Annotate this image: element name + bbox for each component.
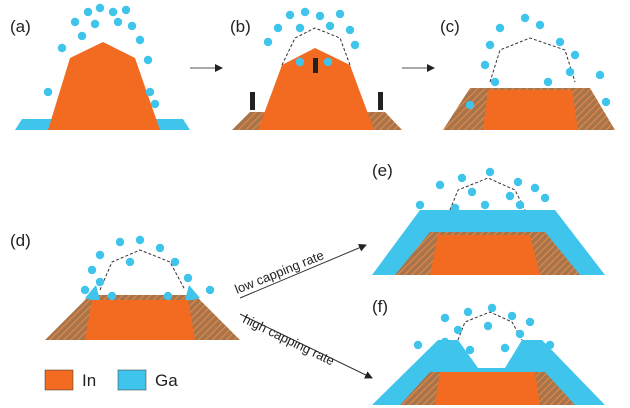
- ga-atom: [164, 292, 172, 300]
- ga-atom: [501, 344, 509, 352]
- ga-atom: [464, 308, 472, 316]
- ga-atom: [274, 24, 282, 32]
- ga-atom: [58, 44, 66, 52]
- ga-atom: [116, 238, 124, 246]
- panel-label: (a): [10, 17, 31, 36]
- ga-atom: [546, 341, 554, 349]
- ga-atom: [316, 12, 324, 20]
- ga-atom: [544, 78, 552, 86]
- ga-atom: [91, 20, 99, 28]
- ga-atom: [571, 51, 579, 59]
- ga-atom: [441, 338, 449, 346]
- ga-atom: [436, 181, 444, 189]
- panel-c: (c): [440, 17, 615, 130]
- ga-atom: [481, 61, 489, 69]
- legend-label: Ga: [155, 371, 178, 390]
- ga-atom: [108, 292, 116, 300]
- ga-atom: [146, 88, 154, 96]
- ga-atom: [122, 6, 130, 14]
- ga-atom: [88, 266, 96, 274]
- ga-atom: [491, 78, 499, 86]
- ga-atom: [496, 24, 504, 32]
- ga-atom: [171, 258, 179, 266]
- ga-atom: [296, 24, 304, 32]
- ga-atom: [136, 36, 144, 44]
- ga-atom: [286, 11, 294, 19]
- legend-label: In: [82, 371, 96, 390]
- panel-label: (b): [230, 17, 251, 36]
- ga-atom: [531, 184, 539, 192]
- ga-atom: [484, 322, 492, 330]
- ga-atom: [516, 330, 524, 338]
- ga-atom: [466, 101, 474, 109]
- panel-f: (f): [372, 297, 605, 405]
- ga-atom: [508, 312, 516, 320]
- ga-atom: [351, 41, 359, 49]
- legend: In Ga: [45, 370, 178, 390]
- ga-atom: [151, 100, 159, 108]
- panel-e: (e): [372, 161, 605, 275]
- ga-atom: [544, 216, 552, 224]
- panel-b: (b): [230, 17, 402, 130]
- ga-atom: [416, 201, 424, 209]
- ga-atom: [84, 8, 92, 16]
- arrow-label: low capping rate: [233, 247, 326, 296]
- ga-atom: [526, 318, 534, 326]
- ga-atom: [468, 188, 476, 196]
- ga-atom: [602, 98, 610, 106]
- ga-atom: [324, 58, 332, 66]
- ga-atom: [414, 341, 422, 349]
- panel-label: (f): [372, 297, 388, 316]
- ga-atom: [536, 21, 544, 29]
- ga-atom: [301, 8, 309, 16]
- ga-atom: [296, 58, 304, 66]
- ga-atom: [96, 4, 104, 12]
- panel-label: (c): [440, 17, 460, 36]
- ga-atom: [81, 286, 89, 294]
- ga-atom: [136, 236, 144, 244]
- ga-atom: [156, 244, 164, 252]
- ga-atom: [96, 251, 104, 259]
- ga-atom: [109, 8, 117, 16]
- ga-atom: [516, 201, 524, 209]
- ga-atom: [466, 346, 474, 354]
- ga-atom: [184, 274, 192, 282]
- ga-atom: [71, 18, 79, 26]
- panel-d: (d): [10, 231, 240, 340]
- ga-atom: [264, 38, 272, 46]
- ga-atom: [441, 314, 449, 322]
- ga-atom: [346, 26, 354, 34]
- ga-atom: [596, 71, 604, 79]
- arrow-label: high capping rate: [241, 311, 337, 368]
- panel-a: (a): [10, 17, 190, 130]
- ga-atom: [454, 326, 462, 334]
- ga-atom: [96, 278, 104, 286]
- ga-atom: [506, 192, 514, 200]
- diagram: (a) (b) (c) (d) low capping rate high ca…: [0, 0, 630, 408]
- ga-atom: [514, 178, 522, 186]
- ga-atom: [126, 258, 134, 266]
- ga-atom: [458, 174, 466, 182]
- ga-atom: [521, 14, 529, 22]
- ga-atom: [566, 68, 574, 76]
- ga-atom: [326, 22, 334, 30]
- ga-atom: [44, 88, 52, 96]
- ga-atom: [336, 10, 344, 18]
- ga-atom: [486, 168, 494, 176]
- ga-atom: [486, 41, 494, 49]
- ga-atom: [488, 304, 496, 312]
- ga-atom: [451, 204, 459, 212]
- ga-atom: [144, 56, 152, 64]
- ga-atom: [78, 32, 86, 40]
- ga-atom: [481, 201, 489, 209]
- ga-atom: [114, 18, 122, 26]
- ga-atom: [128, 22, 136, 30]
- ga-atom: [541, 194, 549, 202]
- panel-label: (e): [372, 161, 393, 180]
- panel-label: (d): [10, 231, 31, 250]
- ga-atom: [206, 286, 214, 294]
- ga-atom: [556, 38, 564, 46]
